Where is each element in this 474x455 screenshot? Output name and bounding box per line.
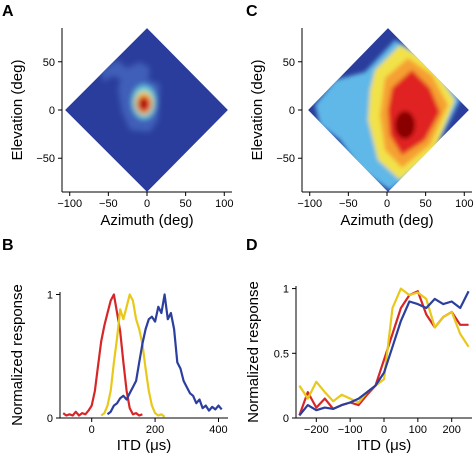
x-axis-title-d: ITD (μs): [357, 437, 411, 454]
y-tick-label-d: 0.5: [274, 348, 289, 360]
x-tick-label-d: −200: [304, 424, 329, 436]
y-tick-label-a: 0: [49, 105, 55, 117]
y-axis-title-d: Normalized response: [245, 281, 262, 423]
panel-letter-c: C: [246, 3, 258, 20]
y-tick-label-c: −50: [276, 153, 295, 165]
x-tick-label-c: 0: [384, 198, 390, 210]
heatmap-c: [308, 28, 469, 192]
y-tick-label-d: 0: [283, 413, 289, 425]
y-axis-title-a: Elevation (deg): [9, 60, 26, 161]
y-tick-label-d: 1: [283, 284, 289, 296]
x-tick-label-c: 50: [420, 198, 432, 210]
y-tick-label-b: 1: [47, 289, 53, 301]
y-tick-label-b: 0: [47, 413, 53, 425]
heatmap-a-peak: [139, 99, 147, 109]
series-line-b-1: [62, 293, 143, 417]
series-line-b-2: [100, 293, 166, 418]
series-line-d-1: [298, 290, 469, 416]
x-tick-label-d: −100: [338, 424, 363, 436]
panel-letter-d: D: [246, 237, 258, 254]
panel-letter-b: B: [2, 237, 14, 254]
axes-b: 0 200 400 0 1 ITD (μs) Normalized response: [9, 284, 228, 454]
x-axis-title-b: ITD (μs): [117, 437, 171, 454]
x-tick-label-a: −50: [99, 198, 118, 210]
x-tick-label-c: −50: [339, 198, 358, 210]
x-axis-title-a: Azimuth (deg): [100, 212, 193, 229]
x-tick-label-b: 0: [89, 424, 95, 436]
panel-letter-a: A: [2, 3, 14, 20]
x-tick-label-c: −100: [297, 198, 322, 210]
y-tick-label-a: −50: [36, 153, 55, 165]
series-line-d-2: [298, 287, 470, 404]
heatmap-c-peak: [395, 111, 415, 139]
x-axis-title-c: Azimuth (deg): [340, 212, 433, 229]
heatmap-a: [65, 28, 228, 192]
y-axis-title-b: Normalized response: [9, 284, 26, 426]
y-axis-title-c: Elevation (deg): [249, 60, 266, 161]
axes-c: −100 −50 0 50 100 50 0 −50 Azimuth (deg) Elevatio…: [249, 28, 473, 229]
x-tick-label-a: 0: [144, 198, 150, 210]
x-tick-label-d: 200: [443, 424, 461, 436]
axes-a: −100 −50 0 50 100 50 0 −50 Azimuth (deg) Elevatio…: [9, 28, 233, 229]
x-tick-label-a: 100: [215, 198, 233, 210]
y-tick-label-c: 0: [289, 105, 295, 117]
x-tick-label-c: 100: [455, 198, 473, 210]
x-tick-label-a: 50: [180, 198, 192, 210]
series-line-d-3: [298, 290, 470, 417]
x-tick-label-a: −100: [57, 198, 82, 210]
y-tick-label-a: 50: [43, 57, 55, 69]
axes-d: −200 −100 0 100 200 0 0.5 1 ITD (μs) Normalized r…: [245, 281, 472, 454]
series-line-b-3: [106, 293, 223, 416]
x-tick-label-d: 0: [381, 424, 387, 436]
x-tick-label-b: 200: [146, 424, 164, 436]
heatmap-a-trail: [100, 60, 130, 82]
y-tick-label-c: 50: [283, 57, 295, 69]
x-tick-label-d: 100: [409, 424, 427, 436]
x-tick-label-b: 400: [209, 424, 227, 436]
